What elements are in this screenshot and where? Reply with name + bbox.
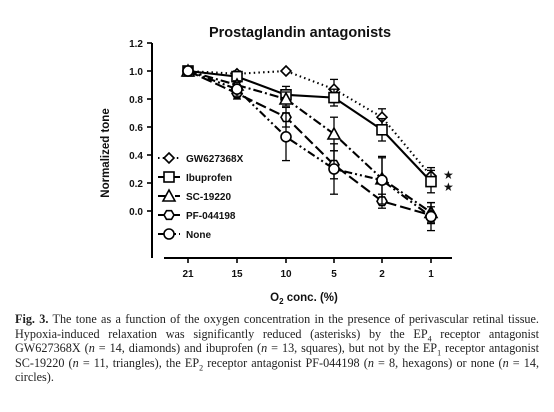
series-none [182, 65, 437, 232]
series-line [187, 70, 432, 217]
y-tick-label: 0.0 [129, 207, 143, 218]
significance-star: ★ [443, 180, 454, 194]
caption-text: = 14, diamonds) and ibuprofen ( [94, 341, 262, 356]
legend-marker [163, 228, 175, 240]
x-tick-label: 2 [379, 269, 385, 280]
caption-n: n [88, 341, 95, 356]
legend-label: Ibuprofen [186, 173, 232, 184]
caption-text: receptor antagonist GW627368X ( [15, 326, 539, 356]
data-point [425, 210, 437, 223]
caption-n: n [261, 341, 268, 356]
x-tick-label: 1 [428, 269, 434, 280]
y-tick-label: 1.0 [129, 67, 143, 78]
x-tick-label: 15 [231, 269, 243, 280]
caption-text: = 13, squares), but not by the EP [267, 341, 438, 356]
data-point [376, 124, 388, 136]
data-point [280, 131, 292, 143]
caption-text: = 8, hexagons) or none ( [373, 355, 503, 370]
y-ticks: 1.2 1.0 0.8 0.6 0.4 0.2 0.0 [129, 39, 152, 218]
x-axis-label-rest: conc. (%) [284, 292, 338, 304]
legend: GW627368X Ibuprofen SC-19220 PF-044198 None [158, 151, 244, 241]
legend-marker [163, 171, 175, 183]
legend-marker [162, 151, 176, 165]
caption-text: The tone as a function of the oxygen con… [15, 312, 539, 341]
series-gw627368x [181, 64, 438, 186]
x-tick-label: 10 [280, 269, 292, 280]
y-tick-label: 0.2 [129, 179, 143, 190]
y-tick-label: 0.8 [129, 95, 143, 106]
x-ticks: 21 15 10 5 2 1 [182, 258, 434, 280]
significance-marks: ★★ [443, 168, 454, 194]
series-line [187, 69, 432, 214]
caption-sub: 2 [199, 363, 204, 373]
caption-n: n [72, 355, 79, 370]
legend-label: GW627368X [186, 154, 244, 165]
caption-text: = 11, triangles), the EP [78, 355, 200, 370]
legend-marker [163, 209, 175, 221]
significance-star: ★ [443, 168, 454, 182]
series-layer [180, 63, 439, 232]
y-tick-label: 0.4 [129, 151, 143, 162]
legend-label: PF-044198 [186, 211, 236, 222]
legend-label: SC-19220 [186, 192, 231, 203]
chart: Prostaglandin antagonists Normalized ton… [100, 25, 454, 305]
data-point [425, 175, 437, 188]
data-point [328, 91, 340, 104]
y-axis-label: Normalized tone [100, 108, 112, 197]
caption-text: receptor antagonist PF-044198 ( [203, 355, 368, 370]
caption-sub: 1 [437, 348, 442, 358]
x-tick-label: 5 [331, 269, 337, 280]
x-axis-label: O2 conc. (%) [270, 292, 338, 305]
figure-caption: Fig. 3. The tone as a function of the ox… [15, 312, 539, 385]
data-point [326, 126, 342, 140]
series-line [187, 70, 432, 218]
data-point [279, 64, 293, 78]
y-tick-label: 0.6 [129, 123, 143, 134]
legend-label: None [186, 230, 211, 241]
data-point [182, 65, 194, 77]
x-axis-label-main: O [270, 292, 279, 304]
data-point [231, 83, 243, 95]
x-axis-label-sub: 2 [279, 297, 284, 305]
data-point [328, 163, 340, 175]
y-tick-label: 1.2 [129, 39, 143, 50]
x-tick-label: 21 [182, 269, 194, 280]
caption-n: n [367, 355, 374, 370]
series-line [187, 69, 432, 183]
axes [151, 43, 452, 259]
data-point [376, 174, 388, 186]
caption-text: receptor antagonist SC-19220 ( [15, 341, 539, 370]
data-point [278, 91, 294, 105]
legend-marker [161, 188, 177, 202]
caption-sub: 4 [427, 334, 432, 344]
chart-title: Prostaglandin antagonists [209, 25, 391, 41]
caption-text: = 14, circles). [15, 355, 540, 385]
caption-n: n [502, 355, 509, 370]
caption-label: Fig. 3. [15, 312, 49, 326]
